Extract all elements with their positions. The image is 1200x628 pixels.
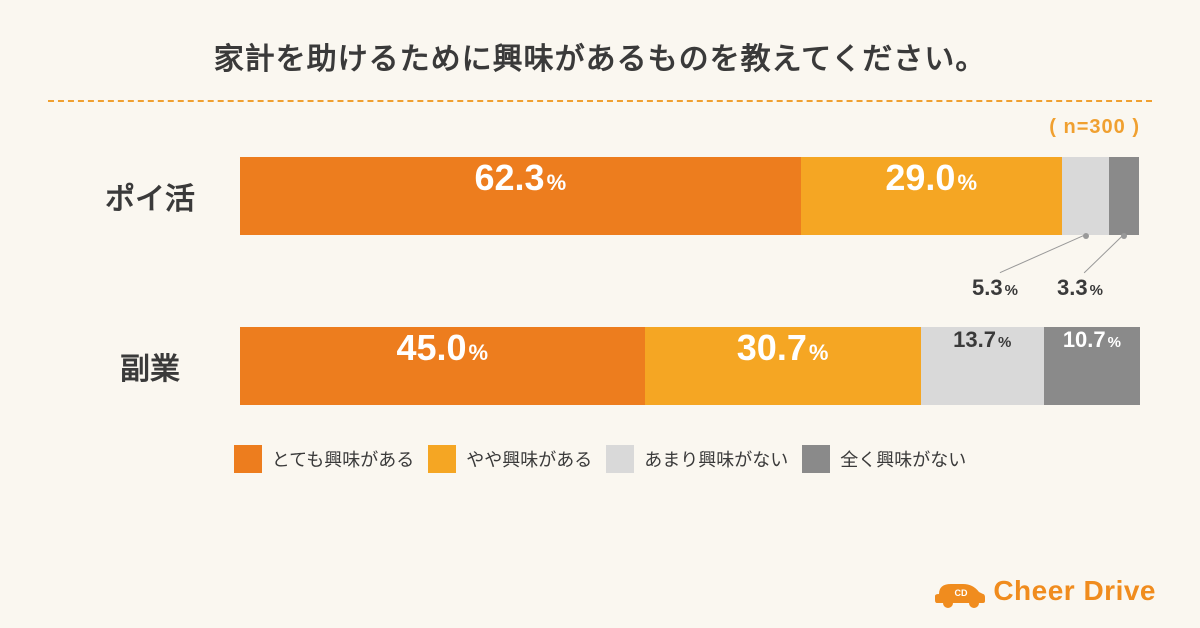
callout-area: 5.3%3.3% bbox=[240, 235, 1140, 307]
legend-swatch bbox=[802, 445, 830, 473]
svg-text:CD: CD bbox=[955, 588, 968, 598]
legend-swatch bbox=[234, 445, 262, 473]
percent-sign: % bbox=[1108, 334, 1121, 351]
bar-segment: 45.0% bbox=[240, 327, 645, 405]
bar-segment: 29.0% bbox=[801, 157, 1062, 235]
legend-label: 全く興味がない bbox=[840, 446, 966, 472]
percent-sign: % bbox=[1090, 282, 1103, 299]
percent-sign: % bbox=[957, 170, 977, 196]
legend-swatch bbox=[428, 445, 456, 473]
legend-label: やや興味がある bbox=[466, 446, 592, 472]
bar-row: 副業 45.0%30.7%13.7%10.7% bbox=[60, 327, 1140, 405]
legend-item: あまり興味がない bbox=[606, 445, 788, 473]
bar-segment bbox=[1109, 157, 1139, 235]
sample-size: ( n=300 ) bbox=[0, 116, 1140, 139]
legend-item: やや興味がある bbox=[428, 445, 592, 473]
segment-value: 5.3 bbox=[972, 275, 1003, 301]
stacked-bar-chart: ポイ活 62.3%29.0% 5.3%3.3% 副業 45.0%30.7%13.… bbox=[60, 157, 1140, 405]
bar-row-label: ポイ活 bbox=[60, 174, 240, 218]
callout-line bbox=[1084, 234, 1124, 273]
brand-logo: CD Cheer Drive bbox=[933, 574, 1156, 608]
segment-value: 62.3 bbox=[475, 157, 545, 199]
bar-segment bbox=[1062, 157, 1110, 235]
callout-label: 5.3% bbox=[972, 275, 1018, 301]
legend-item: 全く興味がない bbox=[802, 445, 966, 473]
bar-segment: 30.7% bbox=[645, 327, 921, 405]
legend-label: とても興味がある bbox=[272, 446, 415, 472]
bar-segment: 10.7% bbox=[1044, 327, 1140, 405]
callout-label: 3.3% bbox=[1057, 275, 1103, 301]
bar: 45.0%30.7%13.7%10.7% bbox=[240, 327, 1140, 405]
brand-name: Cheer Drive bbox=[993, 575, 1156, 607]
segment-value: 3.3 bbox=[1057, 275, 1088, 301]
percent-sign: % bbox=[547, 170, 567, 196]
percent-sign: % bbox=[469, 340, 489, 366]
segment-value: 29.0 bbox=[885, 157, 955, 199]
chart-title: 家計を助けるために興味があるものを教えてください。 bbox=[0, 0, 1200, 78]
segment-value: 30.7 bbox=[737, 327, 807, 369]
segment-value: 13.7 bbox=[953, 327, 996, 353]
bar-segment: 62.3% bbox=[240, 157, 801, 235]
bar-row-label: 副業 bbox=[60, 344, 240, 388]
legend-label: あまり興味がない bbox=[644, 446, 788, 472]
segment-value: 45.0 bbox=[396, 327, 466, 369]
percent-sign: % bbox=[998, 334, 1011, 351]
bar-row: ポイ活 62.3%29.0% bbox=[60, 157, 1140, 235]
segment-value: 10.7 bbox=[1063, 327, 1106, 353]
callout-line bbox=[1000, 234, 1086, 273]
legend: とても興味がある やや興味がある あまり興味がない 全く興味がない bbox=[0, 445, 1200, 473]
title-divider bbox=[48, 100, 1152, 102]
car-icon: CD bbox=[933, 574, 985, 608]
bar: 62.3%29.0% bbox=[240, 157, 1140, 235]
percent-sign: % bbox=[1005, 282, 1018, 299]
bar-segment: 13.7% bbox=[921, 327, 1044, 405]
legend-swatch bbox=[606, 445, 634, 473]
percent-sign: % bbox=[809, 340, 829, 366]
legend-item: とても興味がある bbox=[234, 445, 415, 473]
